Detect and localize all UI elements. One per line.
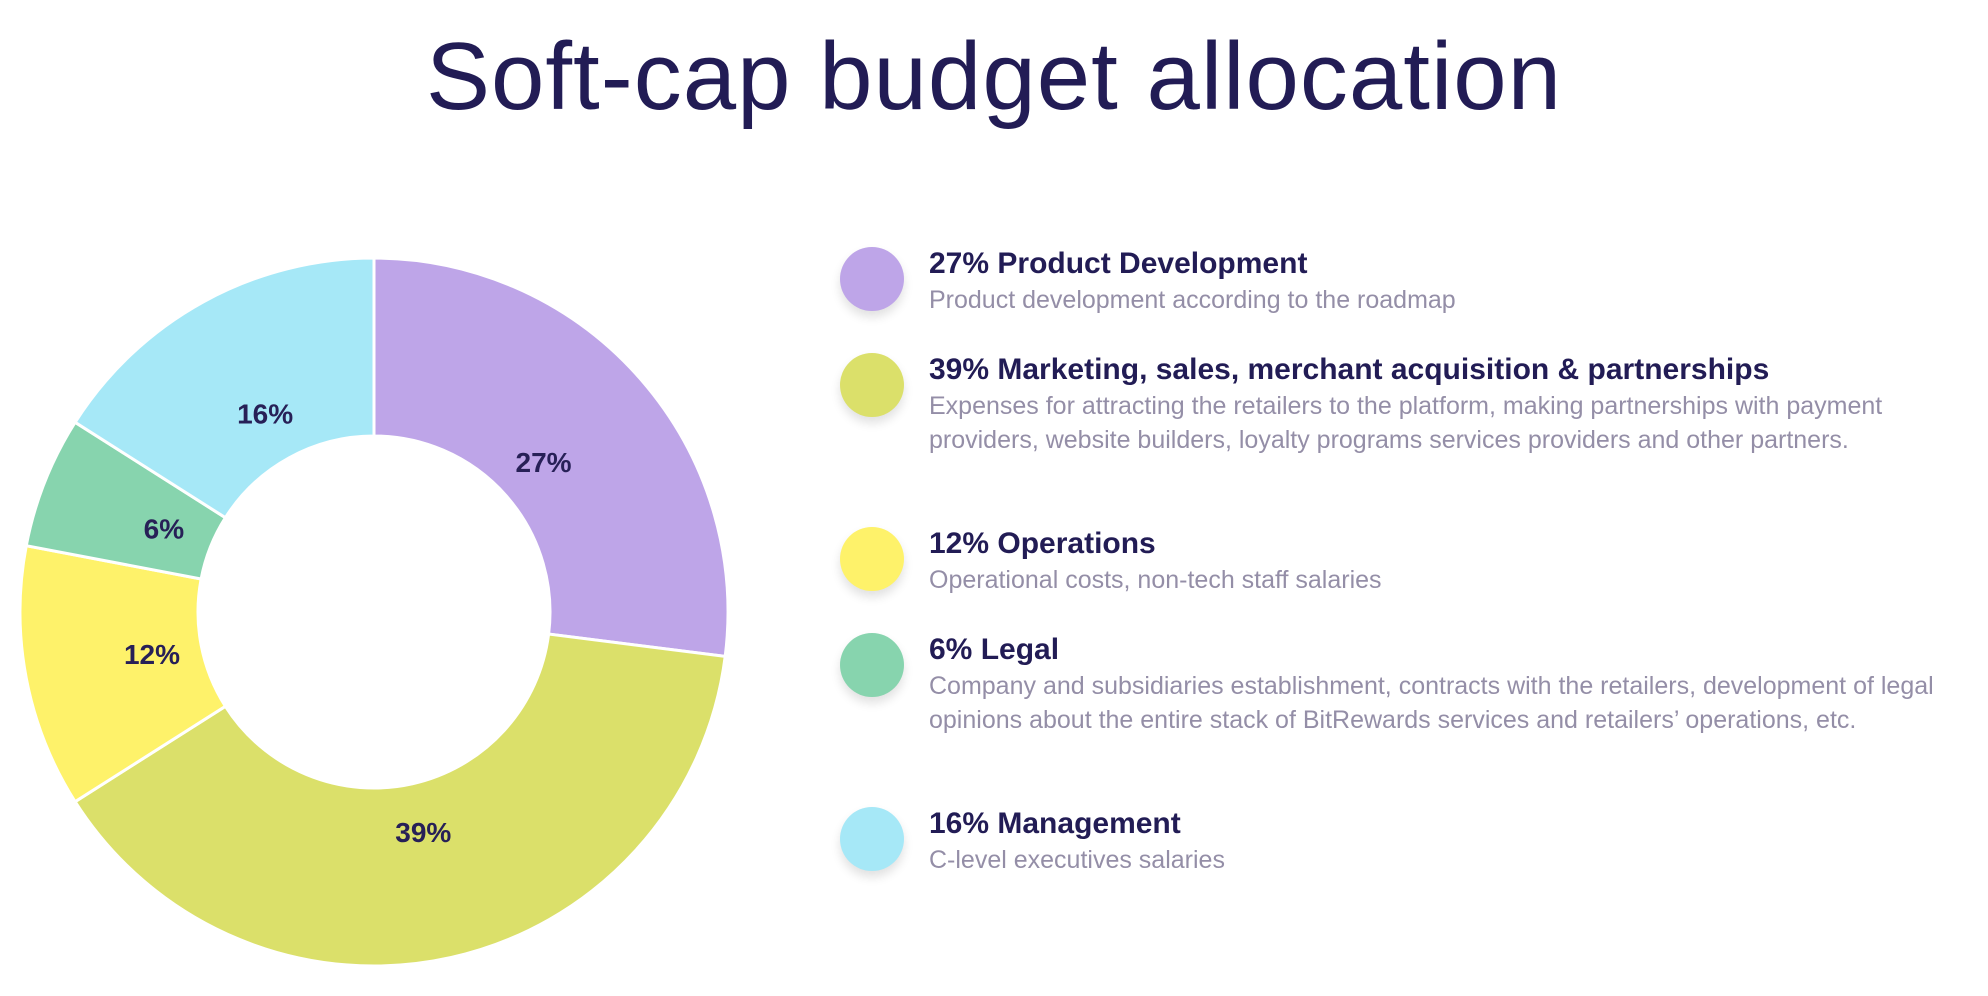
slice-operations-label: 12% — [124, 639, 180, 670]
swatch-product-icon — [840, 247, 904, 311]
legend-description: Operational costs, non-tech staff salari… — [929, 566, 1382, 594]
page-title: Soft-cap budget allocation — [425, 23, 1563, 130]
slice-legal-label: 6% — [144, 513, 185, 544]
legend-item-product: 27% Product Development Product developm… — [840, 247, 1970, 353]
legend-description: Company and subsidiaries establishment, … — [929, 672, 1934, 734]
swatch-management-icon — [840, 807, 904, 871]
legend-description: Expenses for attracting the retailers to… — [929, 392, 1883, 454]
slice-product-label: 27% — [516, 447, 572, 478]
slice-management-label: 16% — [237, 398, 293, 429]
slice-operations — [18, 543, 228, 804]
legend-item-marketing: 39% Marketing, sales, merchant acquisiti… — [840, 353, 1970, 527]
legend-description: Product development according to the roa… — [929, 286, 1456, 314]
slice-marketing-label: 39% — [395, 817, 451, 848]
legend-item-operations: 12% Operations Operational costs, non-te… — [840, 527, 1970, 633]
legend-title: 39% Marketing, sales, merchant acquisiti… — [929, 353, 1770, 386]
slice-product — [372, 256, 730, 659]
legend-title: 16% Management — [929, 807, 1181, 840]
legend-title: 27% Product Development — [929, 247, 1308, 280]
legend-description: C-level executives salaries — [929, 846, 1225, 874]
swatch-legal-icon — [840, 633, 904, 697]
slice-marketing — [73, 632, 727, 968]
legend-title: 6% Legal — [929, 633, 1060, 666]
slice-management — [73, 256, 376, 520]
legend-item-legal: 6% Legal Company and subsidiaries establ… — [840, 633, 1970, 807]
swatch-operations-icon — [840, 527, 904, 591]
legend: 27% Product Development Product developm… — [840, 247, 1970, 913]
swatch-marketing-icon — [840, 353, 904, 417]
legend-item-management: 16% Management C-level executives salari… — [840, 807, 1970, 913]
legend-title: 12% Operations — [929, 527, 1156, 560]
